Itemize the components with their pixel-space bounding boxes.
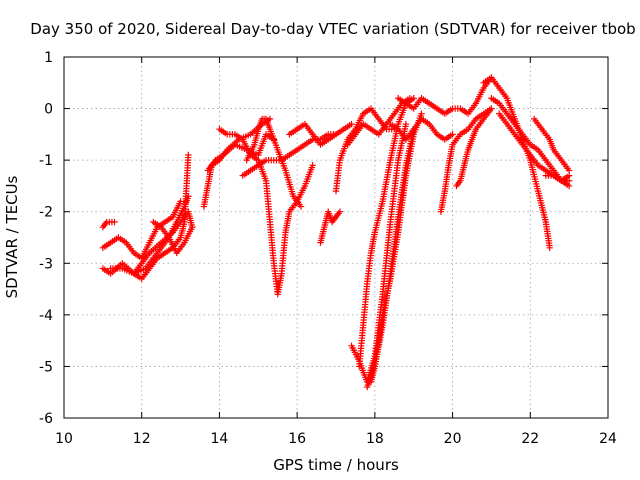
series-track-3 (100, 219, 118, 231)
y-tick-label: 0 (44, 102, 53, 118)
x-tick-label: 12 (133, 431, 151, 447)
grid-layer (64, 57, 608, 418)
x-tick-label: 24 (599, 431, 617, 447)
sdtvar-chart: Day 350 of 2020, Sidereal Day-to-day VTE… (0, 0, 640, 480)
y-tick-label: -3 (39, 256, 53, 272)
y-tick-label: -5 (39, 359, 53, 375)
x-tick-label: 10 (55, 431, 73, 447)
y-tick-label: -6 (39, 411, 53, 427)
series-track-13 (317, 209, 343, 246)
series-track-14 (333, 105, 398, 194)
series-line (491, 98, 569, 181)
x-tick-label: 16 (288, 431, 306, 447)
y-tick-label: -2 (39, 205, 53, 221)
y-tick-label: 1 (44, 50, 53, 66)
tick-layer: 10 12 14 16 18 20 22 24 -6 -5 -4 -3 -2 -1 0 1 (39, 50, 617, 447)
series-line (484, 78, 550, 248)
y-tick-label: -1 (39, 153, 53, 169)
x-axis-label: GPS time / hours (273, 456, 399, 474)
x-tick-label: 14 (211, 431, 229, 447)
series-layer (100, 74, 573, 390)
x-tick-label: 18 (366, 431, 384, 447)
chart-container: Day 350 of 2020, Sidereal Day-to-day VTE… (0, 0, 640, 480)
x-tick-label: 20 (444, 431, 462, 447)
plot-frame (64, 57, 608, 418)
y-axis-label: SDTVAR / TECUs (3, 175, 21, 298)
chart-title: Day 350 of 2020, Sidereal Day-to-day VTE… (30, 20, 635, 38)
x-tick-label: 22 (521, 431, 539, 447)
y-tick-label: -4 (39, 308, 53, 324)
